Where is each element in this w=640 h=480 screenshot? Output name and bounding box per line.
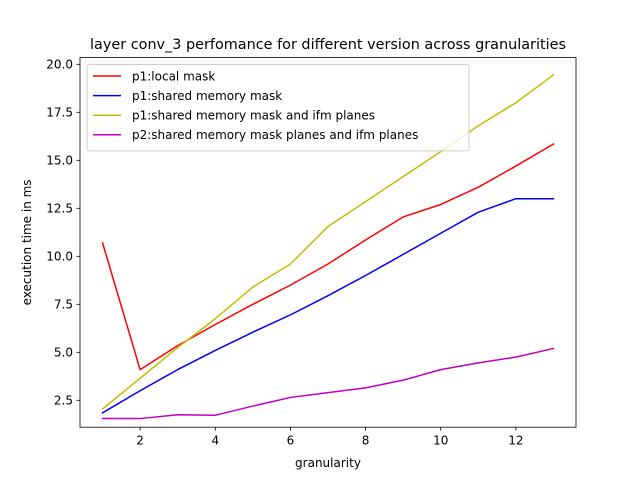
- x-tick-label: 12: [508, 434, 523, 448]
- y-axis-label: execution time in ms: [20, 179, 34, 305]
- legend-box: [86, 64, 470, 152]
- legend-label-3: p1:shared memory mask and ifm planes: [132, 109, 375, 123]
- y-tick-label: 15.0: [46, 154, 73, 168]
- series-line-2: [101, 197, 555, 414]
- y-tick-label: 17.5: [46, 106, 73, 120]
- y-tick-label: 5.0: [54, 346, 73, 360]
- legend-label-2: p1:shared memory mask: [132, 89, 282, 103]
- y-tick-label: 12.5: [46, 202, 73, 216]
- y-tick-label: 10.0: [46, 250, 73, 264]
- x-tick-label: 10: [433, 434, 448, 448]
- chart-title: layer conv_3 perfomance for different ve…: [90, 37, 566, 53]
- legend-label-4: p2:shared memory mask planes and ifm pla…: [132, 128, 418, 142]
- x-tick-label: 2: [136, 434, 144, 448]
- x-axis-ticks: 2 4 6 8 10 12: [136, 427, 524, 448]
- series-line-4: [101, 347, 555, 420]
- x-tick-label: 6: [287, 434, 295, 448]
- x-axis-label: granularity: [295, 456, 361, 470]
- y-tick-label: 7.5: [54, 298, 73, 312]
- legend: p1:local mask p1:shared memory mask p1:sha…: [86, 64, 470, 152]
- y-axis-ticks: 2.5 5.0 7.5 10.0 12.5 15.0 17.5 20.0: [46, 58, 80, 408]
- axes-frame: [79, 57, 577, 428]
- x-tick-label: 4: [211, 434, 219, 448]
- series-line-1: [101, 142, 555, 371]
- x-tick-label: 8: [362, 434, 370, 448]
- y-tick-label: 20.0: [46, 58, 73, 72]
- series-line-3: [101, 73, 555, 411]
- series-lines: [101, 73, 555, 420]
- y-tick-label: 2.5: [54, 394, 73, 408]
- legend-label-1: p1:local mask: [132, 69, 215, 83]
